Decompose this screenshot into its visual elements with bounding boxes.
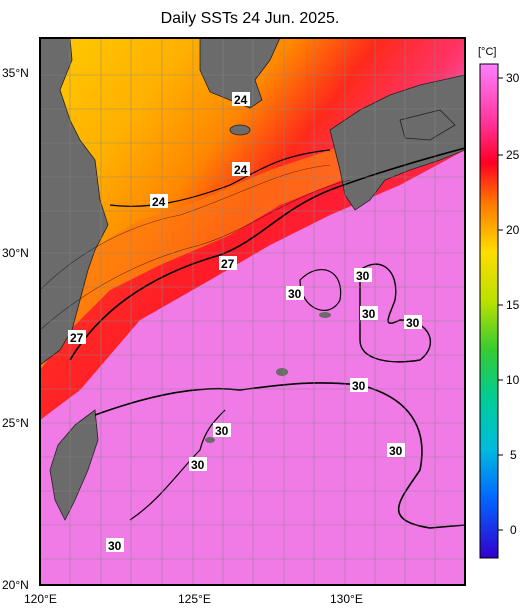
contour-label-group: 24 24 24 27 27 30 30 30 30 30 30 30 30 xyxy=(68,92,422,553)
contour-24 xyxy=(109,149,331,207)
contour-label: 30 xyxy=(362,307,376,321)
colorbar-label-20: 20 xyxy=(506,223,520,237)
map-title: Daily SSTs 24 Jun. 2025. xyxy=(160,10,340,27)
colorbar-label-15: 15 xyxy=(506,298,520,312)
contour-label: 24 xyxy=(234,163,248,177)
contour-30-west xyxy=(129,409,226,521)
contour-26 xyxy=(40,179,351,331)
lat-label-20: 20°N xyxy=(2,578,29,592)
lat-label-30: 30°N xyxy=(2,246,29,260)
island-amami xyxy=(319,312,331,318)
land-shikoku xyxy=(399,109,456,141)
graticule xyxy=(40,38,465,585)
contour-label: 30 xyxy=(389,444,403,458)
colorbar-label-30: 30 xyxy=(506,71,520,85)
map-frame xyxy=(39,37,466,586)
warm-water-region xyxy=(40,150,465,585)
contour-label: 30 xyxy=(288,287,302,301)
contour-25 xyxy=(40,164,331,291)
colorbar xyxy=(479,63,499,559)
lat-label-25: 25°N xyxy=(2,416,29,430)
contour-label: 30 xyxy=(356,269,370,283)
island-okinawa xyxy=(276,368,288,376)
colorbar-label-0: 0 xyxy=(510,523,517,537)
island-sakishima xyxy=(205,437,215,443)
colorbar-label-10: 10 xyxy=(506,373,520,387)
contour-label: 27 xyxy=(221,257,235,271)
contour-label: 30 xyxy=(352,379,366,393)
contour-label: 30 xyxy=(191,458,205,472)
colorbar-unit: [°C] xyxy=(478,46,497,58)
colorbar-label-5: 5 xyxy=(510,448,517,462)
contour-label: 24 xyxy=(234,93,248,107)
contour-27 xyxy=(69,147,465,361)
contour-30-north xyxy=(299,269,342,311)
contour-label: 24 xyxy=(152,195,166,209)
island-jeju xyxy=(229,124,251,136)
lon-label-120: 120°E xyxy=(24,592,57,606)
contour-label: 30 xyxy=(406,316,420,330)
island-zhoushan xyxy=(40,204,53,216)
colorbar-label-25: 25 xyxy=(506,148,520,162)
lon-label-130: 130°E xyxy=(330,592,363,606)
contour-label: 27 xyxy=(70,331,84,345)
lat-label-35: 35°N xyxy=(2,66,29,80)
lon-label-125: 125°E xyxy=(178,592,211,606)
contour-label: 30 xyxy=(108,539,122,553)
land-korea xyxy=(199,38,281,109)
colorbar-ticks xyxy=(498,77,503,531)
contour-label: 30 xyxy=(215,424,229,438)
